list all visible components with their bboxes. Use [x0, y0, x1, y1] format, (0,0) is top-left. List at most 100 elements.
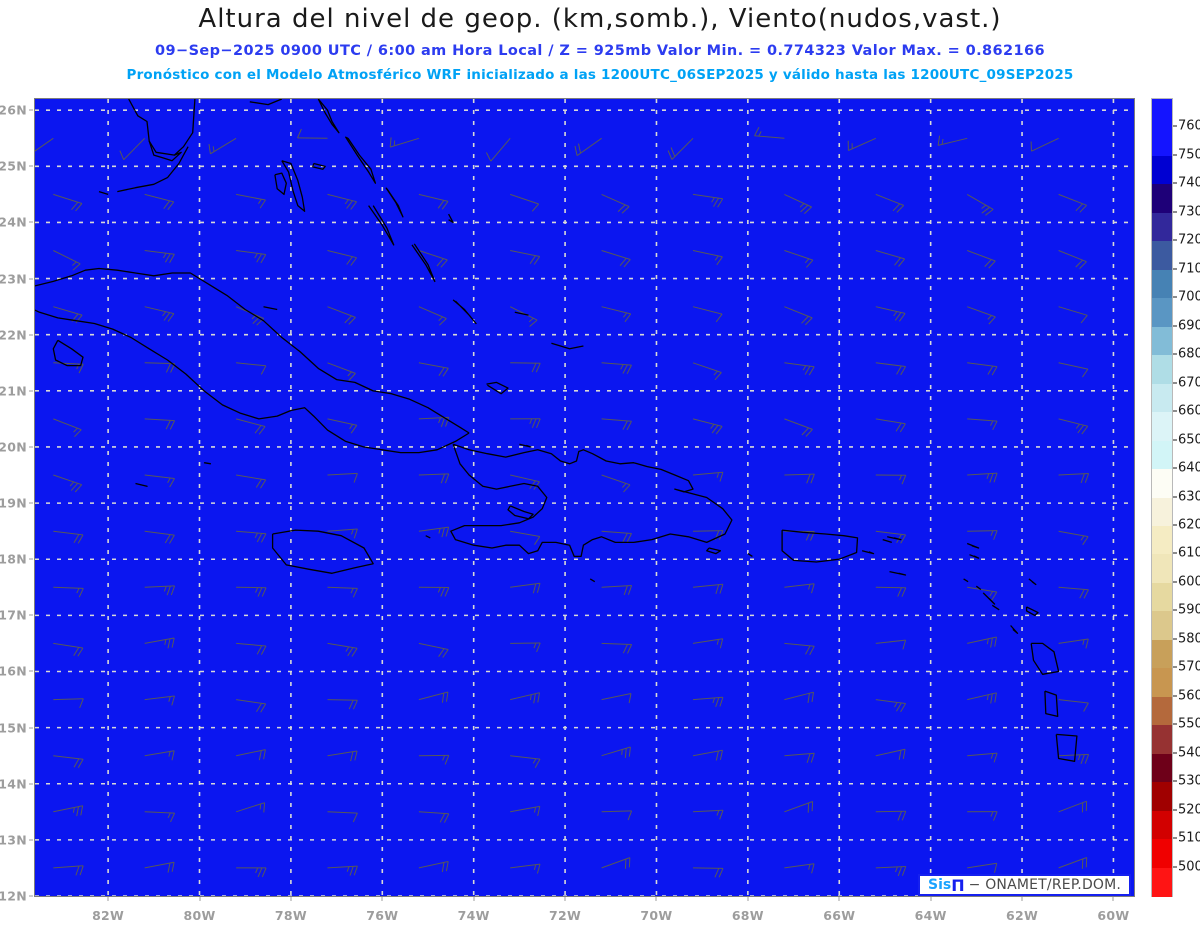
coastline-florida	[128, 99, 196, 156]
longitude-tick-mark	[107, 897, 109, 901]
longitude-tick-mark	[655, 897, 657, 901]
coastline-cat-island	[385, 187, 404, 218]
colorbar-tick-label: 630	[1178, 489, 1200, 504]
coastline-isla-juventud	[52, 339, 84, 367]
colorbar-tick-label: 710	[1178, 261, 1200, 277]
colorbar-tick-label: 560	[1178, 688, 1200, 704]
map-plot-area[interactable]	[34, 98, 1135, 897]
coastline-cayman-brac	[203, 462, 212, 465]
longitude-tick-mark	[290, 897, 292, 901]
colorbar-tick-label: 620	[1178, 517, 1200, 533]
coastline-new-providence	[312, 162, 326, 170]
colorbar-tick-label: 690	[1178, 318, 1200, 334]
latitude-tick-label: 18N	[0, 551, 27, 567]
colorbar-swatch	[1152, 639, 1172, 669]
coastline-puerto-rico	[781, 529, 859, 563]
colorbar-tick-mark	[1173, 496, 1177, 497]
colorbar-tick-mark	[1173, 837, 1177, 839]
colorbar-swatch	[1152, 696, 1172, 726]
forecast-metadata-line: 09−Sep−2025 0900 UTC / 6:00 am Hora Loca…	[155, 43, 1045, 59]
wind-barb-field	[35, 126, 1090, 878]
colorbar-tick-mark	[1173, 382, 1177, 384]
colorbar-swatch	[1152, 383, 1172, 413]
coastline-mayaguana	[514, 311, 529, 316]
coastline-long-island	[411, 243, 436, 283]
coastline-dominica	[1044, 690, 1059, 718]
colorbar-tick-mark	[1173, 325, 1177, 327]
colorbar-swatch	[1152, 326, 1172, 356]
colorbar-tick-mark	[1173, 211, 1177, 213]
latitude-tick-mark	[29, 390, 33, 392]
colorbar-tick-label: 570	[1178, 659, 1200, 675]
latitude-tick-mark	[29, 502, 33, 504]
colorbar-tick-mark	[1173, 780, 1177, 782]
coastline-great-inagua	[486, 381, 509, 395]
colorbar-tick-mark	[1173, 353, 1177, 355]
coastline-cayman	[135, 482, 148, 487]
colorbar-tick-mark	[1173, 467, 1177, 469]
longitude-tick-label: 80W	[183, 908, 216, 923]
longitude-tick-label: 74W	[457, 908, 490, 923]
longitude-tick-mark	[199, 897, 200, 901]
colorbar-swatch	[1152, 839, 1172, 869]
latitude-tick-label: 16N	[0, 663, 27, 679]
colorbar-tick-mark	[1173, 296, 1177, 298]
colorbar-swatch	[1152, 440, 1172, 470]
latitude-tick-label: 23N	[0, 271, 27, 287]
colorbar-tick-mark	[1173, 239, 1177, 241]
colorbar-tick-label: 610	[1178, 545, 1200, 561]
longitude-tick-mark	[381, 897, 383, 901]
longitude-axis: 82W 80W 78W 76W 74W 72W 70W 68W 66W 64W 62W 60W	[0, 897, 1200, 927]
colorbar-swatch	[1152, 127, 1172, 157]
longitude-tick-label: 76W	[366, 908, 399, 923]
coastline-florida-bay	[148, 140, 182, 162]
colorbar-tick-label: 550	[1178, 716, 1200, 732]
coastline-jamaica	[271, 529, 374, 574]
colorbar-labels: 760 750 740 730 720 710 700 690 680 670 660 650 640 6…	[1151, 98, 1200, 897]
latitude-tick-mark	[29, 614, 33, 616]
coastline-grand-bahama	[249, 99, 283, 106]
colorbar-swatch	[1152, 298, 1172, 328]
latitude-tick-mark	[29, 221, 33, 223]
colorbar-tick-mark	[1173, 809, 1177, 811]
colorbar	[1151, 98, 1173, 897]
coastline-cayo-coco	[263, 306, 278, 311]
onamet-logo: Sis Π − ONAMET/REP.DOM.	[918, 874, 1132, 896]
coastline-cuba-south	[35, 309, 470, 454]
latitude-tick-mark	[29, 109, 33, 111]
colorbar-tick-mark	[1173, 723, 1177, 725]
colorbar-swatch	[1152, 212, 1172, 242]
coastline-vieques	[861, 550, 875, 555]
colorbar-tick-label: 680	[1178, 346, 1200, 362]
model-description-line: Pronóstico con el Modelo Atmosférico WRF…	[126, 67, 1074, 83]
colorbar-tick-label: 640	[1178, 460, 1200, 476]
longitude-tick-mark	[930, 897, 932, 901]
coastline-layer	[35, 99, 1078, 762]
coastline-turks-caicos	[551, 342, 584, 350]
coastline-anguilla	[966, 542, 980, 549]
latitude-tick-mark	[29, 278, 33, 280]
colorbar-tick-label: 590	[1178, 602, 1200, 618]
longitude-tick-mark	[1021, 897, 1023, 901]
latitude-tick-mark	[29, 895, 33, 897]
coastline-andros	[281, 160, 306, 212]
coastline-guadeloupe	[1030, 642, 1060, 675]
latitude-tick-label: 13N	[0, 832, 27, 848]
colorbar-swatch	[1152, 184, 1172, 214]
colorbar-swatch	[1152, 611, 1172, 641]
coastline-eleuthera	[345, 136, 377, 184]
colorbar-swatch	[1152, 525, 1172, 556]
colorbar-tick-label: 660	[1178, 403, 1200, 419]
longitude-tick-label: 78W	[274, 908, 307, 923]
colorbar-swatch	[1152, 469, 1172, 499]
colorbar-tick-label: 650	[1178, 432, 1200, 448]
map-canvas	[35, 99, 1134, 896]
latitude-tick-label: 25N	[0, 158, 27, 174]
longitude-tick-mark	[838, 897, 840, 901]
coastline-san-salvador	[448, 213, 454, 224]
latitude-tick-label: 17N	[0, 607, 27, 623]
colorbar-tick-mark	[1173, 581, 1177, 583]
colorbar-tick-label: 510	[1178, 830, 1200, 846]
longitude-tick-label: 64W	[914, 908, 947, 923]
longitude-tick-mark	[747, 897, 749, 901]
